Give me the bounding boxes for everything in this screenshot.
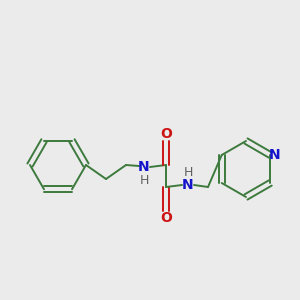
Text: H: H	[139, 173, 149, 187]
Text: O: O	[160, 211, 172, 225]
Text: N: N	[268, 148, 280, 162]
Text: O: O	[160, 127, 172, 141]
Text: N: N	[138, 160, 150, 174]
Text: H: H	[183, 166, 193, 178]
Text: N: N	[182, 178, 194, 192]
